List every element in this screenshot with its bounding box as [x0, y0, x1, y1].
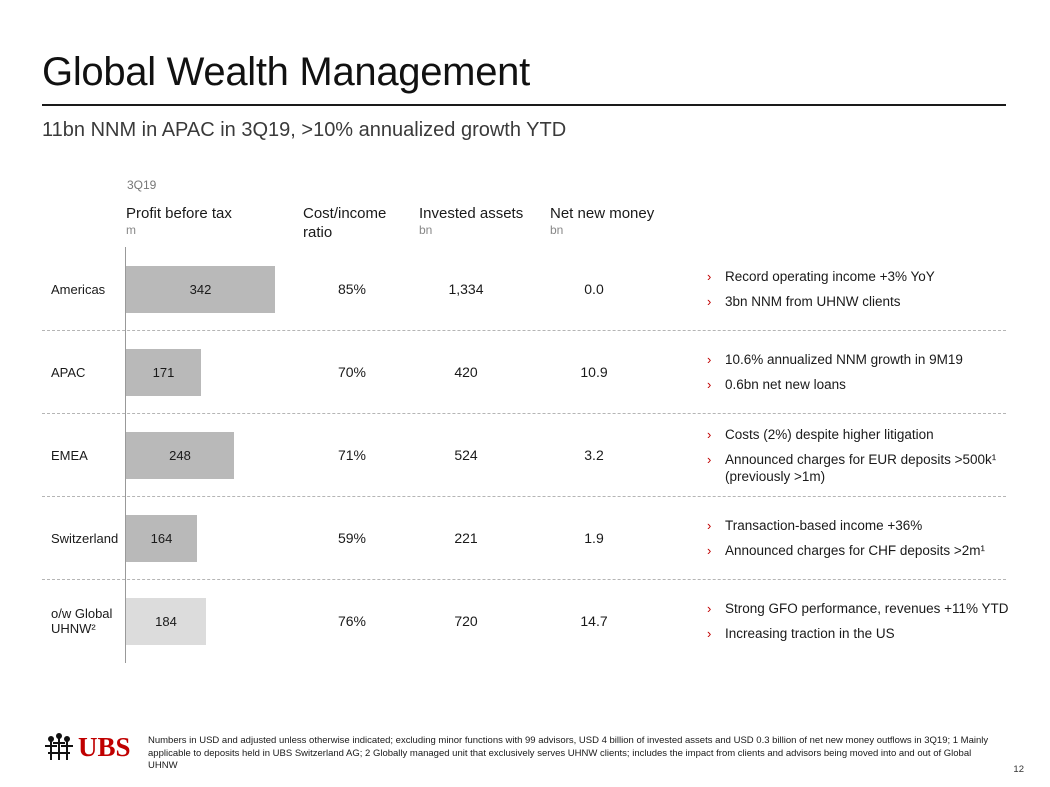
- table-row: APAC 171 70% 420 10.9 › 10.6% annualized NNM g…: [42, 349, 1006, 396]
- net-new-money-value: 3.2: [584, 447, 604, 463]
- row-divider: [42, 496, 1006, 497]
- list-item: › Record operating income +3% YoY: [707, 268, 1012, 285]
- list-item: › 0.6bn net new loans: [707, 376, 1012, 393]
- chevron-right-icon: ›: [707, 518, 712, 533]
- list-item: › Announced charges for EUR deposits >500…: [707, 451, 1012, 485]
- cost-income-value: 59%: [337, 530, 367, 546]
- profit-bar: 164: [126, 515, 197, 562]
- cost-income-value: 70%: [337, 364, 367, 380]
- column-header-unit: bn: [419, 223, 433, 237]
- net-new-money-value: 0.0: [584, 281, 604, 297]
- list-item: › Announced charges for CHF deposits >2m¹: [707, 542, 1012, 559]
- profit-bar: 248: [126, 432, 234, 479]
- list-item: › 10.6% annualized NNM growth in 9M19: [707, 351, 1012, 368]
- column-header-label: Cost/income ratio: [303, 205, 387, 241]
- bullet-text: Announced charges for EUR deposits >500k…: [725, 452, 997, 484]
- profit-bar: 171: [126, 349, 201, 396]
- column-header-label: Invested assets: [419, 205, 524, 222]
- bullet-text: Strong GFO performance, revenues +11% YT…: [725, 601, 1009, 616]
- column-header-nnm: Net new money bn: [550, 204, 654, 238]
- ubs-logo-text: UBS: [78, 732, 131, 762]
- profit-value: 171: [152, 365, 175, 380]
- chevron-right-icon: ›: [707, 294, 712, 309]
- bullet-text: Costs (2%) despite higher litigation: [725, 427, 934, 442]
- region-label: Americas: [51, 282, 106, 297]
- profit-value: 248: [169, 448, 191, 463]
- chevron-right-icon: ›: [707, 269, 712, 284]
- table-row: Americas 342 85% 1,334 0.0 › Record operating …: [42, 266, 1006, 313]
- commentary-list: › Costs (2%) despite higher litigation › An…: [707, 426, 1012, 493]
- chevron-right-icon: ›: [707, 352, 712, 367]
- page-title: Global Wealth Management: [42, 50, 530, 94]
- commentary-list: › Strong GFO performance, revenues +11% Y…: [707, 600, 1012, 650]
- title-rule: [42, 104, 1006, 106]
- profit-bar: 342: [126, 266, 275, 313]
- profit-value: 164: [150, 531, 173, 546]
- ubs-logo: UBS: [42, 730, 142, 766]
- commentary-list: › Record operating income +3% YoY › 3bn NNM…: [707, 268, 1012, 318]
- net-new-money-value: 10.9: [580, 364, 608, 380]
- column-header-unit: m: [126, 223, 136, 237]
- bullet-text: 3bn NNM from UHNW clients: [725, 294, 901, 309]
- chevron-right-icon: ›: [707, 601, 712, 616]
- period-label: 3Q19: [127, 178, 157, 192]
- commentary-list: › 10.6% annualized NNM growth in 9M19 › 0.6…: [707, 351, 1012, 401]
- list-item: › Transaction-based income +36%: [707, 517, 1012, 534]
- column-header-unit: bn: [550, 223, 564, 237]
- bullet-text: 10.6% annualized NNM growth in 9M19: [725, 352, 963, 367]
- bullet-text: Increasing traction in the US: [725, 626, 895, 641]
- row-divider: [42, 413, 1006, 414]
- profit-value: 184: [155, 614, 177, 629]
- column-header-invested-assets: Invested assets bn: [419, 204, 523, 238]
- list-item: › Increasing traction in the US: [707, 625, 1012, 642]
- bullet-text: 0.6bn net new loans: [725, 377, 846, 392]
- row-divider: [42, 330, 1006, 331]
- chevron-right-icon: ›: [707, 452, 712, 467]
- net-new-money-value: 14.7: [580, 613, 608, 629]
- net-new-money-value: 1.9: [584, 530, 604, 546]
- commentary-list: › Transaction-based income +36% › Announced…: [707, 517, 1012, 567]
- list-item: › Strong GFO performance, revenues +11% Y…: [707, 600, 1012, 617]
- table-row: o/w Global UHNW² 184 76% 720 14.7 › Strong GFO…: [42, 598, 1009, 645]
- invested-assets-value: 420: [454, 364, 478, 380]
- profit-axis-line: [125, 247, 126, 663]
- invested-assets-value: 1,334: [448, 281, 484, 297]
- region-label: APAC: [51, 365, 86, 380]
- cost-income-value: 76%: [337, 613, 367, 629]
- page-number: 12: [1013, 764, 1024, 775]
- chevron-right-icon: ›: [707, 377, 712, 392]
- row-divider: [42, 579, 1006, 580]
- cost-income-value: 71%: [337, 447, 367, 463]
- invested-assets-value: 221: [454, 530, 478, 546]
- table-row: EMEA 248 71% 524 3.2 › Costs (2%) despite high…: [42, 427, 1006, 484]
- profit-bar: 184: [126, 598, 206, 645]
- region-label: o/w Global UHNW²: [51, 606, 113, 636]
- chevron-right-icon: ›: [707, 626, 712, 641]
- footnote: Numbers in USD and adjusted unless other…: [148, 735, 989, 771]
- list-item: › 3bn NNM from UHNW clients: [707, 293, 1012, 310]
- keys-emblem-icon: [45, 733, 73, 760]
- invested-assets-value: 524: [454, 447, 478, 463]
- column-header-cost-income: Cost/income ratio: [303, 204, 403, 242]
- profit-value: 342: [189, 282, 212, 297]
- column-header-label: Profit before tax: [126, 205, 232, 222]
- region-label: Switzerland: [51, 531, 119, 546]
- chevron-right-icon: ›: [707, 543, 712, 558]
- cost-income-value: 85%: [337, 281, 367, 297]
- list-item: › Costs (2%) despite higher litigation: [707, 426, 1012, 443]
- bullet-text: Announced charges for CHF deposits >2m¹: [725, 543, 986, 558]
- bullet-text: Transaction-based income +36%: [725, 518, 923, 533]
- column-header-profit: Profit before tax m: [126, 204, 232, 238]
- invested-assets-value: 720: [454, 613, 478, 629]
- column-header-label: Net new money: [550, 205, 655, 222]
- table-row: Switzerland 164 59% 221 1.9 › Transaction-base…: [42, 515, 1006, 562]
- region-label: EMEA: [51, 448, 88, 463]
- bullet-text: Record operating income +3% YoY: [725, 269, 935, 284]
- chevron-right-icon: ›: [707, 427, 712, 442]
- page-subtitle: 11bn NNM in APAC in 3Q19, >10% annualize…: [42, 119, 567, 141]
